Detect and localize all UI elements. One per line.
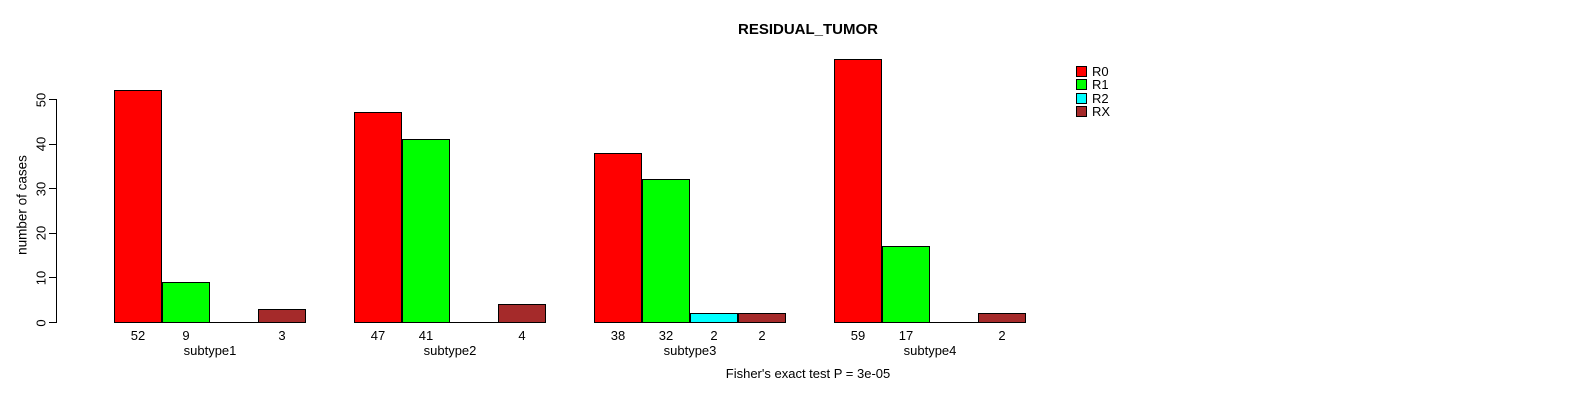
legend: R0 R1 R2 RX [1076,64,1111,120]
bar-R1-subtype3 [642,179,690,323]
bar-RX-subtype1 [258,309,306,323]
y-axis-tick [49,143,56,145]
bar-value-label: 32 [658,328,674,343]
bar-RX-subtype2 [498,304,546,323]
bar-value-label: 2 [998,328,1006,343]
bar-value-label: 2 [758,328,766,343]
bar-R0-subtype1 [114,90,162,323]
y-axis-label: number of cases [14,155,30,255]
footnote-pvalue: Fisher's exact test P = 3e-05 [725,366,891,381]
y-axis-tick [49,99,56,100]
category-label-subtype1: subtype1 [183,343,237,358]
bar-R2-subtype3 [690,313,738,323]
y-axis-line [56,99,57,323]
legend-item-R2: R2 [1076,90,1110,106]
legend-label-R0: R0 [1092,64,1109,79]
y-tick-label: 20 [33,226,49,241]
legend-label-R1: R1 [1092,77,1109,93]
bar-value-label: 2 [710,328,718,343]
bar-value-label: 52 [130,328,146,343]
bar-value-label: 41 [418,328,434,343]
legend-item-R0: R0 [1076,64,1110,79]
y-axis-tick [49,232,56,234]
bar-R0-subtype3 [594,153,642,323]
y-tick-label: 30 [33,181,49,196]
y-axis-tick [49,322,56,323]
y-tick-label: 0 [33,318,49,327]
bar-value-label: 4 [518,328,526,343]
bar-R2-subtype1-zero [210,322,258,323]
legend-swatch-R1 [1076,79,1087,91]
legend-label-R2: R2 [1092,90,1109,106]
bar-value-label: 3 [278,328,286,343]
bar-R0-subtype4 [834,59,882,323]
legend-item-RX: RX [1076,104,1111,120]
bar-value-label: 59 [850,328,866,343]
bar-value-label: 38 [610,328,626,343]
bar-R1-subtype1 [162,282,210,323]
y-axis-tick [49,277,56,279]
bar-RX-subtype4 [978,313,1026,323]
bar-RX-subtype3 [738,313,786,323]
bar-R1-subtype2 [402,139,450,323]
bar-value-label: 9 [182,328,190,343]
bar-R0-subtype2 [354,112,402,323]
y-tick-label: 40 [33,136,49,152]
y-tick-label: 10 [33,270,49,286]
bar-R1-subtype4 [882,246,930,323]
bar-value-label: 17 [898,328,914,343]
chart-title: RESIDUAL_TUMOR [737,21,879,38]
category-label-subtype3: subtype3 [663,343,717,358]
legend-swatch-R2 [1076,92,1087,104]
legend-swatch-R0 [1076,66,1087,77]
bar-R2-subtype2-zero [450,322,498,323]
legend-label-RX: RX [1092,104,1111,120]
bar-value-label: 47 [370,328,386,343]
y-axis-tick [49,188,56,190]
category-label-subtype4: subtype4 [903,343,957,358]
bar-R2-subtype4-zero [930,322,978,323]
legend-item-R1: R1 [1076,77,1110,93]
y-tick-label: 50 [33,92,49,107]
category-label-subtype2: subtype2 [423,343,477,358]
legend-swatch-RX [1076,106,1087,118]
